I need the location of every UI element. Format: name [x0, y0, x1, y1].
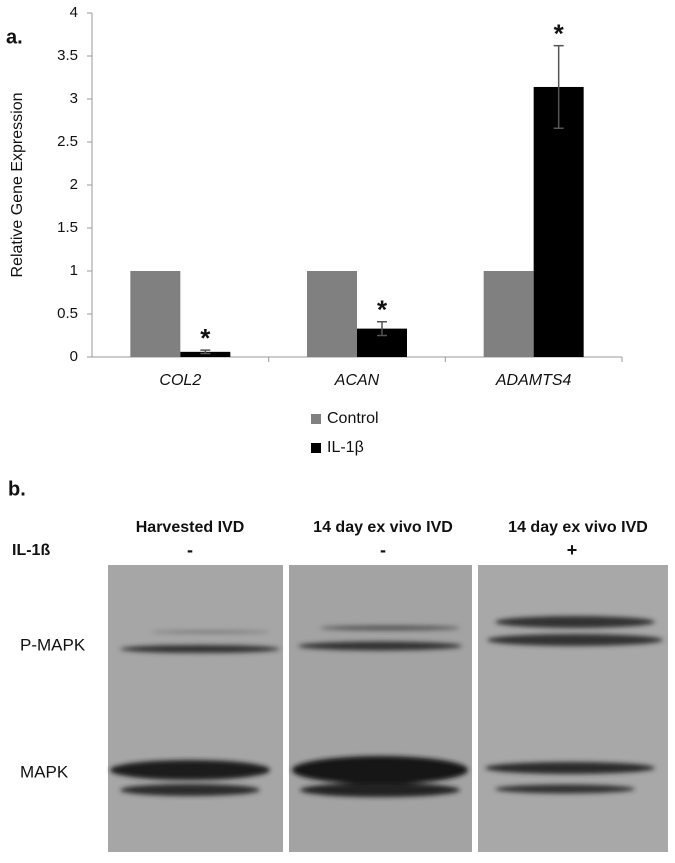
- column-header: Harvested IVD: [136, 519, 245, 536]
- treatment: -: [380, 540, 386, 560]
- y-tick-label: 2.5: [57, 133, 78, 150]
- bar: [180, 351, 231, 357]
- column-header: 14 day ex vivo IVD: [508, 519, 648, 536]
- bar: [130, 271, 181, 357]
- row-label: MAPK: [20, 762, 69, 781]
- column-header: 14 day ex vivo IVD: [313, 519, 453, 536]
- significance-mark: *: [377, 295, 388, 325]
- legend-swatch: [311, 414, 321, 424]
- treatment-label: IL-1ß: [12, 542, 50, 559]
- y-tick-label: 4: [70, 4, 78, 21]
- bar: [307, 271, 357, 357]
- bar-chart: 0 0.5 1 1.5 2 2.5 3 3.5 4 COL2 * ACAN * ADAMTS4 * Contr…: [57, 4, 623, 456]
- y-tick-label: 2: [70, 176, 78, 193]
- blot-image: [108, 565, 668, 852]
- significance-mark: *: [200, 323, 211, 353]
- legend-label: Control: [327, 410, 379, 427]
- y-tick-label: 3: [70, 90, 78, 107]
- y-axis-label: Relative Gene Expression: [9, 93, 26, 278]
- legend-label: IL-1β: [327, 439, 364, 456]
- y-tick-label: 1: [70, 262, 78, 279]
- panel-label: a.: [6, 26, 23, 48]
- bar: [483, 271, 534, 357]
- treatment: -: [187, 540, 193, 560]
- x-tick-label: COL2: [159, 372, 201, 389]
- row-label: P-MAPK: [20, 635, 86, 654]
- x-tick-label: ACAN: [334, 372, 380, 389]
- panel-label: b.: [8, 478, 26, 500]
- y-tick-label: 3.5: [57, 47, 78, 64]
- y-tick-label: 0: [70, 348, 78, 365]
- significance-mark: *: [554, 19, 565, 49]
- treatment: +: [567, 540, 578, 560]
- legend-swatch: [311, 443, 321, 453]
- y-tick-label: 0.5: [57, 305, 78, 322]
- x-tick-label: ADAMTS4: [495, 372, 572, 389]
- y-tick-label: 1.5: [57, 219, 78, 236]
- bar: [533, 86, 584, 358]
